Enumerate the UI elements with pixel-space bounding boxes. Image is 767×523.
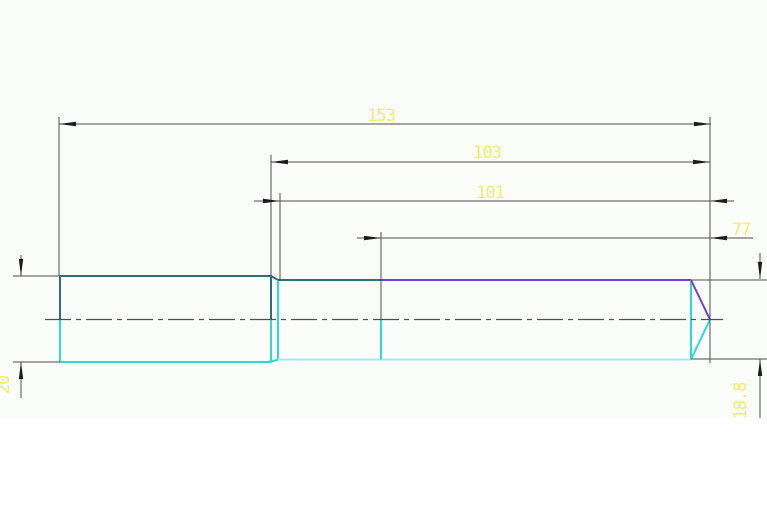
dim-value-103[interactable]: 103 — [473, 143, 502, 163]
arrowhead-left — [263, 198, 280, 204]
dimension-103[interactable]: 103 — [270, 143, 710, 276]
dim-value-153[interactable]: 153 — [367, 106, 396, 126]
arrowhead-bottom — [757, 359, 763, 376]
dimension-18-8[interactable]: 18.8 — [691, 253, 767, 418]
step-bottom-chamfer[interactable] — [269, 358, 279, 363]
arrowhead-left — [59, 121, 76, 127]
arrowhead-left — [271, 159, 288, 165]
dimension-20[interactable]: 20 — [0, 255, 60, 398]
step-top-chamfer[interactable] — [270, 275, 279, 281]
arrowhead-right — [694, 121, 711, 127]
arrowhead-bottom — [18, 362, 24, 379]
dimension-101[interactable]: 101 — [254, 183, 734, 280]
part-geometry[interactable] — [45, 275, 723, 363]
dimension-77[interactable]: 77 — [357, 220, 753, 320]
arrowhead-top — [757, 262, 763, 279]
dimension-153[interactable]: 153 — [58, 106, 711, 276]
arrowhead-left — [364, 235, 381, 241]
arrowhead-right — [693, 159, 710, 165]
cone-lower-diagonal[interactable] — [690, 319, 711, 360]
arrowhead-right — [710, 198, 727, 204]
empty-area-below-canvas — [0, 418, 767, 523]
cad-drawing-canvas[interactable]: 153 103 101 77 20 — [0, 0, 767, 418]
cone-upper-diagonal[interactable] — [690, 279, 711, 320]
dim-value-20[interactable]: 20 — [0, 375, 14, 394]
dim-value-18-8[interactable]: 18.8 — [731, 382, 751, 418]
arrowhead-right — [710, 235, 727, 241]
arrowhead-top — [18, 259, 24, 276]
dim-value-77[interactable]: 77 — [732, 220, 751, 240]
dim-value-101[interactable]: 101 — [476, 183, 505, 203]
